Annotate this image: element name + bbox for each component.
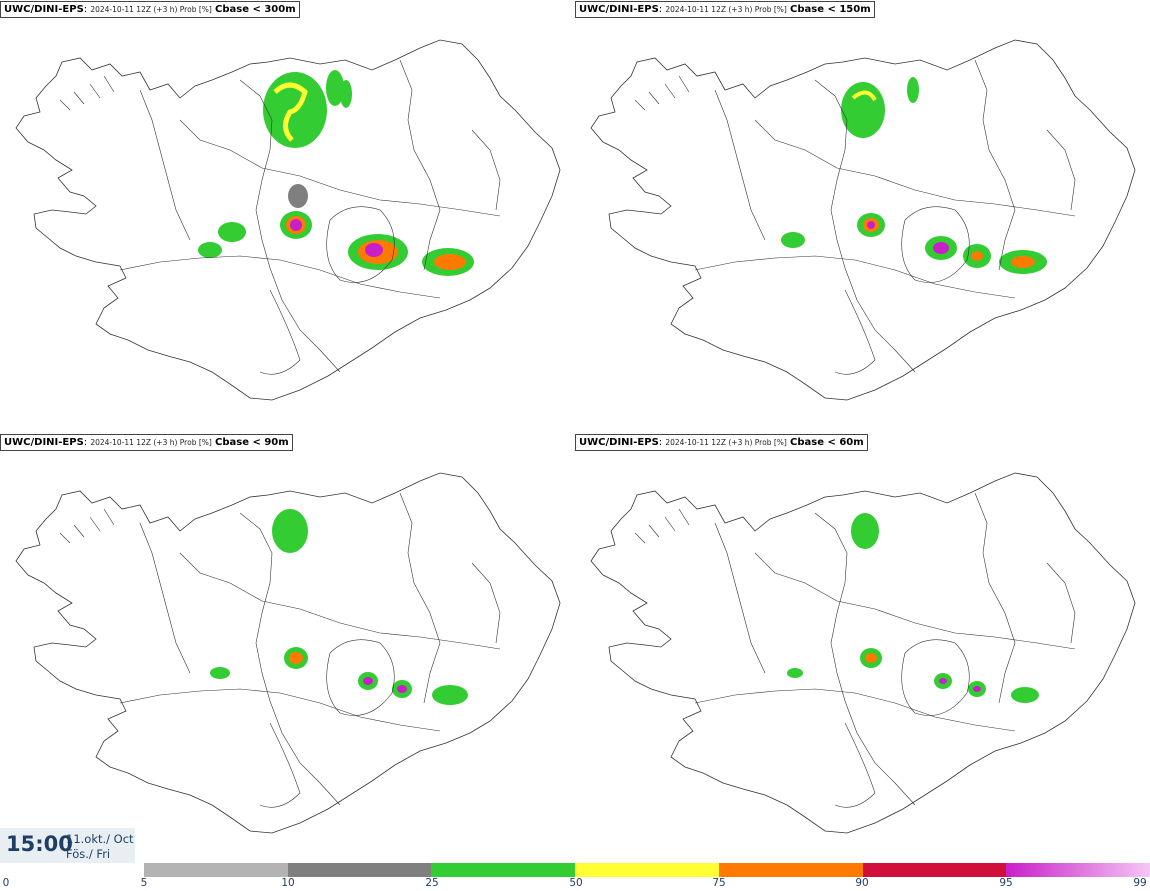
map-panel-cbase-60: UWC/DINI-EPS: 2024-10-11 12Z (+3 h) Prob…	[575, 433, 1150, 863]
legend-tick-label: 99	[1133, 877, 1147, 889]
iceland-map	[15, 39, 561, 401]
iceland-map	[15, 472, 561, 834]
probability-field	[198, 70, 474, 276]
probability-field	[779, 75, 1049, 276]
legend-tick-label: 0	[2, 877, 10, 889]
legend-bin	[575, 863, 719, 877]
valid-date: 11.okt./ Oct	[66, 832, 134, 846]
valid-time: 15:00	[6, 832, 73, 856]
panel-title: UWC/DINI-EPS: 2024-10-11 12Z (+3 h) Prob…	[0, 434, 293, 451]
panel-title: UWC/DINI-EPS: 2024-10-11 12Z (+3 h) Prob…	[0, 1, 300, 18]
panel-title: UWC/DINI-EPS: 2024-10-11 12Z (+3 h) Prob…	[575, 1, 875, 18]
legend-bin	[144, 863, 288, 877]
probability-field	[787, 513, 1039, 703]
panel-title: UWC/DINI-EPS: 2024-10-11 12Z (+3 h) Prob…	[575, 434, 868, 451]
legend-tick-label: 90	[855, 877, 869, 889]
legend-bin	[287, 863, 432, 877]
legend-bin	[862, 863, 1007, 877]
legend-tick-label: 5	[140, 877, 148, 889]
map-panel-cbase-90: UWC/DINI-EPS: 2024-10-11 12Z (+3 h) Prob…	[0, 433, 575, 863]
iceland-map	[590, 39, 1136, 401]
legend-tick-label: 10	[281, 877, 295, 889]
map-panel-cbase-150: UWC/DINI-EPS: 2024-10-11 12Z (+3 h) Prob…	[575, 0, 1150, 430]
legend-tick-label: 75	[712, 877, 726, 889]
legend-bin	[1006, 863, 1150, 877]
valid-day: Fös./ Fri	[66, 847, 111, 861]
map-panel-cbase-300: UWC/DINI-EPS: 2024-10-11 12Z (+3 h) Prob…	[0, 0, 575, 430]
legend-tick-label: 25	[425, 877, 439, 889]
legend-bin	[718, 863, 863, 877]
legend-tick-label: 50	[569, 877, 583, 889]
iceland-map	[590, 472, 1136, 834]
legend-bin	[431, 863, 576, 877]
valid-time-box: 15:00 11.okt./ Oct Fös./ Fri	[0, 828, 135, 863]
legend-tick-label: 95	[999, 877, 1013, 889]
